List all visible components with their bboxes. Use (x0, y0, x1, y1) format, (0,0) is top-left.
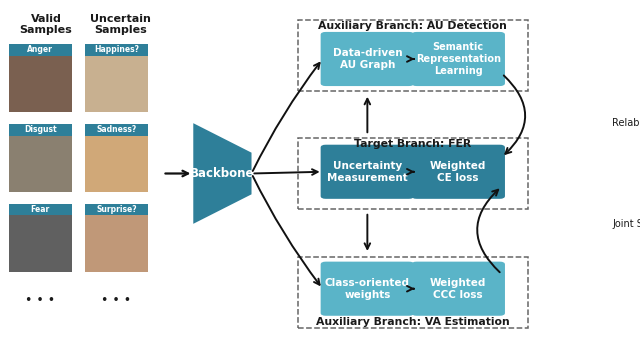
Text: Valid
Samples: Valid Samples (20, 14, 72, 35)
Bar (85, 44, 148, 56)
FancyBboxPatch shape (412, 145, 505, 199)
FancyBboxPatch shape (321, 32, 414, 86)
Text: Surprise?: Surprise? (96, 205, 137, 214)
Bar (9, 44, 72, 112)
Text: Auxiliary Branch: AU Detection: Auxiliary Branch: AU Detection (318, 21, 508, 31)
Text: Backbone: Backbone (190, 167, 254, 180)
Bar (9, 124, 72, 192)
Bar (298, 257, 528, 328)
Bar (85, 124, 148, 192)
FancyBboxPatch shape (412, 262, 505, 316)
Text: Semantic
Representation
Learning: Semantic Representation Learning (416, 42, 500, 76)
Text: • • •: • • • (25, 294, 56, 307)
Text: Happines?: Happines? (94, 45, 139, 54)
Bar (298, 20, 528, 91)
Bar (85, 44, 148, 112)
Bar (9, 204, 72, 271)
Text: Uncertainty
Measurement: Uncertainty Measurement (327, 161, 408, 183)
Text: Fear: Fear (31, 205, 50, 214)
Text: Disgust: Disgust (24, 125, 56, 134)
Text: Auxiliary Branch: VA Estimation: Auxiliary Branch: VA Estimation (316, 317, 509, 327)
Bar (298, 138, 528, 209)
Text: Data-driven
AU Graph: Data-driven AU Graph (333, 48, 402, 70)
Bar (85, 204, 148, 271)
Text: Weighted
CE loss: Weighted CE loss (430, 161, 486, 183)
Text: Anger: Anger (28, 45, 53, 54)
Text: Target Branch: FER: Target Branch: FER (354, 139, 472, 149)
Text: Sadness?: Sadness? (97, 125, 136, 134)
FancyBboxPatch shape (321, 262, 414, 316)
Polygon shape (193, 123, 252, 224)
FancyBboxPatch shape (321, 145, 414, 199)
Text: Joint Supervision: Joint Supervision (612, 219, 640, 229)
Bar (9, 204, 72, 215)
Bar (9, 44, 72, 56)
Text: Uncertain
Samples: Uncertain Samples (90, 14, 151, 35)
Text: • • •: • • • (101, 294, 132, 307)
Text: Relabeling: Relabeling (612, 118, 640, 128)
FancyBboxPatch shape (412, 32, 505, 86)
Bar (85, 204, 148, 215)
Text: Class-oriented
weights: Class-oriented weights (325, 278, 410, 300)
Bar (9, 124, 72, 135)
Text: Weighted
CCC loss: Weighted CCC loss (430, 278, 486, 300)
Bar (85, 124, 148, 135)
